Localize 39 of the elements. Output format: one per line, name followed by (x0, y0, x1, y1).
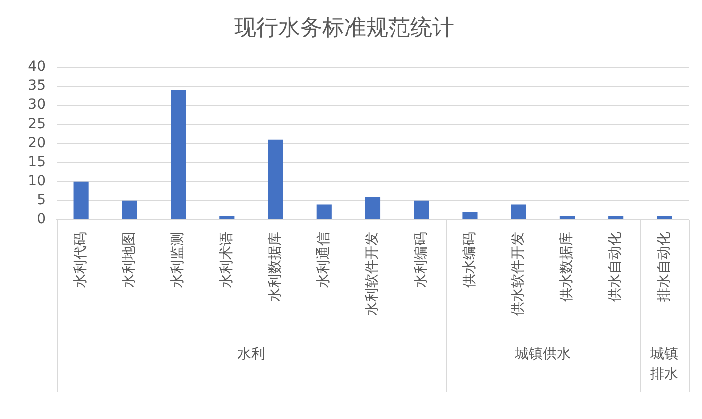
y-tick-label: 30 (28, 97, 46, 114)
y-tick-label: 20 (28, 135, 46, 152)
bar (74, 182, 89, 220)
x-tick-label: 水利监测 (170, 232, 186, 288)
text: 城镇供水 (514, 346, 572, 363)
bar (511, 204, 526, 220)
x-tick-label: 水利编码 (413, 232, 430, 288)
bar (365, 197, 381, 220)
bar (220, 216, 235, 220)
x-tick-label: 供水软件开发 (510, 232, 526, 316)
y-tick-label: 5 (37, 192, 46, 209)
bar (414, 200, 430, 220)
y-tick-label: 10 (28, 173, 46, 190)
y-tick-label: 15 (28, 154, 46, 170)
y-tick-label: 25 (28, 116, 46, 132)
bar (608, 216, 624, 220)
x-tick-label: 水利通信 (316, 232, 332, 288)
y-tick-label: 35 (28, 78, 46, 94)
x-tick-label: 水利数据库 (267, 232, 284, 302)
x-tick-label: 供水数据库 (559, 232, 576, 302)
x-tick-label: 水利地图 (122, 232, 138, 288)
bar (171, 90, 186, 220)
bar (268, 140, 284, 220)
y-tick-label: 0 (37, 212, 46, 228)
bar (560, 216, 575, 220)
text: 城镇排水 (650, 346, 679, 383)
chart-title: 现行水务标准规范统计 (234, 16, 454, 41)
x-tick-label: 水利软件开发 (364, 232, 381, 316)
bar (316, 204, 332, 220)
x-tick-label: 排水自动化 (656, 232, 672, 302)
bar (657, 216, 672, 220)
x-tick-label: 水利术语 (218, 232, 235, 288)
bar (462, 212, 478, 220)
x-tick-label: 水利代码 (72, 232, 89, 288)
y-tick-label: 40 (28, 59, 46, 76)
text: 水利 (237, 346, 266, 363)
x-tick-label: 供水编码 (462, 232, 478, 288)
x-tick-label: 供水自动化 (608, 232, 624, 302)
bar (122, 200, 138, 220)
